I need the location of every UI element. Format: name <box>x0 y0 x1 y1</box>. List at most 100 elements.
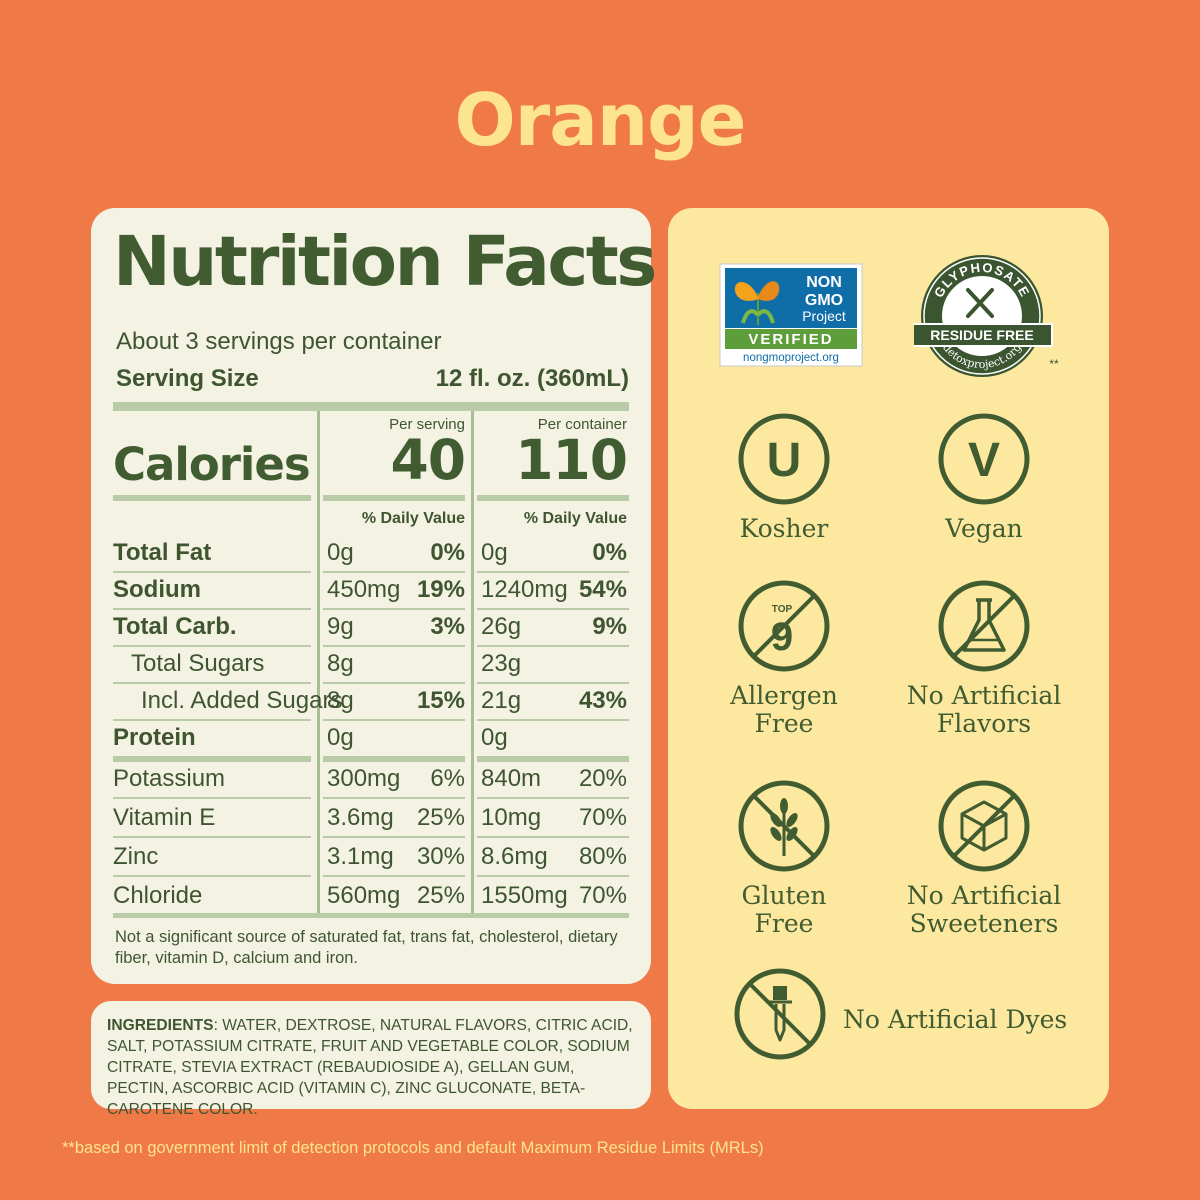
amount-per-container: 1240mg <box>481 576 568 603</box>
row-divider <box>113 719 311 721</box>
percent-per-serving: 19% <box>416 576 465 603</box>
row-divider <box>477 875 629 877</box>
row-divider <box>113 682 311 684</box>
serving-size-value: 12 fl. oz. (360mL) <box>435 365 629 392</box>
glyphosate-residue-free-badge: GLYPHOSATE detoxproject.org RESIDUE FREE… <box>914 250 1064 380</box>
percent-per-container: 70% <box>578 804 627 831</box>
nongmo-verified: VERIFIED <box>748 331 833 348</box>
kosher-badge: U Kosher <box>724 411 844 543</box>
percent-per-serving: 25% <box>416 882 465 909</box>
flavors-label: No Artificial Flavors <box>894 682 1074 738</box>
nutrition-facts-title: Nutrition Facts <box>113 222 657 302</box>
kosher-icon: U <box>738 413 830 505</box>
nutrient-name: Total Fat <box>113 539 212 566</box>
amount-per-serving: 8g <box>327 687 354 714</box>
amount-per-serving: 9g <box>327 613 354 640</box>
amount-per-container: 8.6mg <box>481 843 548 870</box>
amount-per-serving: 560mg <box>327 882 401 909</box>
row-divider <box>323 682 465 684</box>
ingredients-list: : WATER, DEXTROSE, NATURAL FLAVORS, CITR… <box>107 1017 633 1118</box>
row-divider <box>113 875 311 877</box>
kosher-symbol: U <box>767 434 802 487</box>
per-container-label: Per container <box>537 416 627 433</box>
percent-per-container: 80% <box>578 843 627 870</box>
amount-per-container: 21g <box>481 687 522 714</box>
calories-divider <box>113 495 311 501</box>
row-divider <box>477 571 629 573</box>
row-divider <box>477 682 629 684</box>
non-gmo-badge: NON GMO Project VERIFIED nongmoproject.o… <box>719 263 863 367</box>
nongmo-line1: NON <box>806 274 842 291</box>
percent-per-serving: 25% <box>416 804 465 831</box>
thick-divider <box>113 402 629 411</box>
vegan-label: Vegan <box>945 514 1023 543</box>
column-divider <box>471 411 474 916</box>
amount-per-container: 840m <box>481 765 542 792</box>
dropper-icon <box>734 968 826 1060</box>
amount-per-container: 1550mg <box>481 882 568 909</box>
ingredients-label: INGREDIENTS <box>107 1017 214 1034</box>
nongmo-line3: Project <box>802 308 846 324</box>
calories-per-serving: 40 <box>390 428 466 492</box>
row-divider <box>323 756 465 762</box>
gluten-label-line1: Gluten <box>741 881 827 910</box>
nutrient-name: Vitamin E <box>113 804 216 831</box>
percent-per-container: 9% <box>592 613 627 640</box>
no-artificial-flavors-badge: No Artificial Flavors <box>894 578 1074 738</box>
calories-label: Calories <box>113 438 311 491</box>
percent-per-container: 20% <box>578 765 627 792</box>
flavors-label-line1: No Artificial <box>906 681 1062 710</box>
vegan-icon: V <box>938 413 1030 505</box>
calories-per-container: 110 <box>515 428 628 492</box>
nutrition-facts-panel: Nutrition Facts About 3 servings per con… <box>91 208 657 984</box>
row-divider <box>477 645 629 647</box>
row-divider <box>323 719 465 721</box>
percent-per-serving: 3% <box>430 613 465 640</box>
row-divider <box>477 719 629 721</box>
row-divider <box>113 608 311 610</box>
dyes-label: No Artificial Dyes <box>843 1005 1068 1034</box>
calories-divider <box>477 495 629 501</box>
percent-per-serving: 0% <box>430 539 465 566</box>
allergen-top-text: TOP <box>772 604 793 615</box>
allergen-label: Allergen Free <box>714 682 854 738</box>
kosher-label: Kosher <box>739 514 829 543</box>
amount-per-serving: 300mg <box>327 765 401 792</box>
sweeteners-label-line2: Sweeteners <box>909 909 1059 938</box>
amount-per-serving: 3.6mg <box>327 804 394 831</box>
sweeteners-label: No Artificial Sweeteners <box>894 882 1074 938</box>
amount-per-container: 0g <box>481 724 508 751</box>
daily-value-label: % Daily Value <box>361 510 465 527</box>
allergen-free-badge: TOP 9 Allergen Free <box>714 578 854 738</box>
amount-per-container: 10mg <box>481 804 542 831</box>
servings-per-container: About 3 servings per container <box>116 328 442 355</box>
glyphosate-mark: ** <box>1049 357 1059 371</box>
row-divider <box>477 608 629 610</box>
nutrition-footnote: Not a significant source of saturated fa… <box>115 928 618 967</box>
row-divider <box>113 645 311 647</box>
nongmo-line2: GMO <box>805 292 843 309</box>
row-divider <box>477 756 629 762</box>
amount-per-container: 26g <box>481 613 522 640</box>
row-divider <box>323 875 465 877</box>
row-divider <box>323 836 465 838</box>
daily-value-label: % Daily Value <box>523 510 627 527</box>
wheat-icon <box>738 780 830 872</box>
nutrient-name: Potassium <box>113 765 226 792</box>
allergen-label-line2: Free <box>754 709 814 738</box>
percent-per-serving: 15% <box>416 687 465 714</box>
flavor-title: Orange <box>454 78 747 162</box>
row-divider <box>113 571 311 573</box>
row-divider <box>323 797 465 799</box>
nutrient-name: Sodium <box>113 576 201 603</box>
ingredients-panel: INGREDIENTS: WATER, DEXTROSE, NATURAL FL… <box>91 1001 651 1118</box>
flask-icon <box>938 580 1030 672</box>
amount-per-container: 0g <box>481 539 508 566</box>
amount-per-serving: 0g <box>327 539 354 566</box>
nutrient-name: Zinc <box>113 843 159 870</box>
row-divider <box>323 571 465 573</box>
percent-per-serving: 30% <box>416 843 465 870</box>
vegan-badge: V Vegan <box>924 411 1044 543</box>
row-divider <box>323 608 465 610</box>
row-divider <box>113 836 311 838</box>
